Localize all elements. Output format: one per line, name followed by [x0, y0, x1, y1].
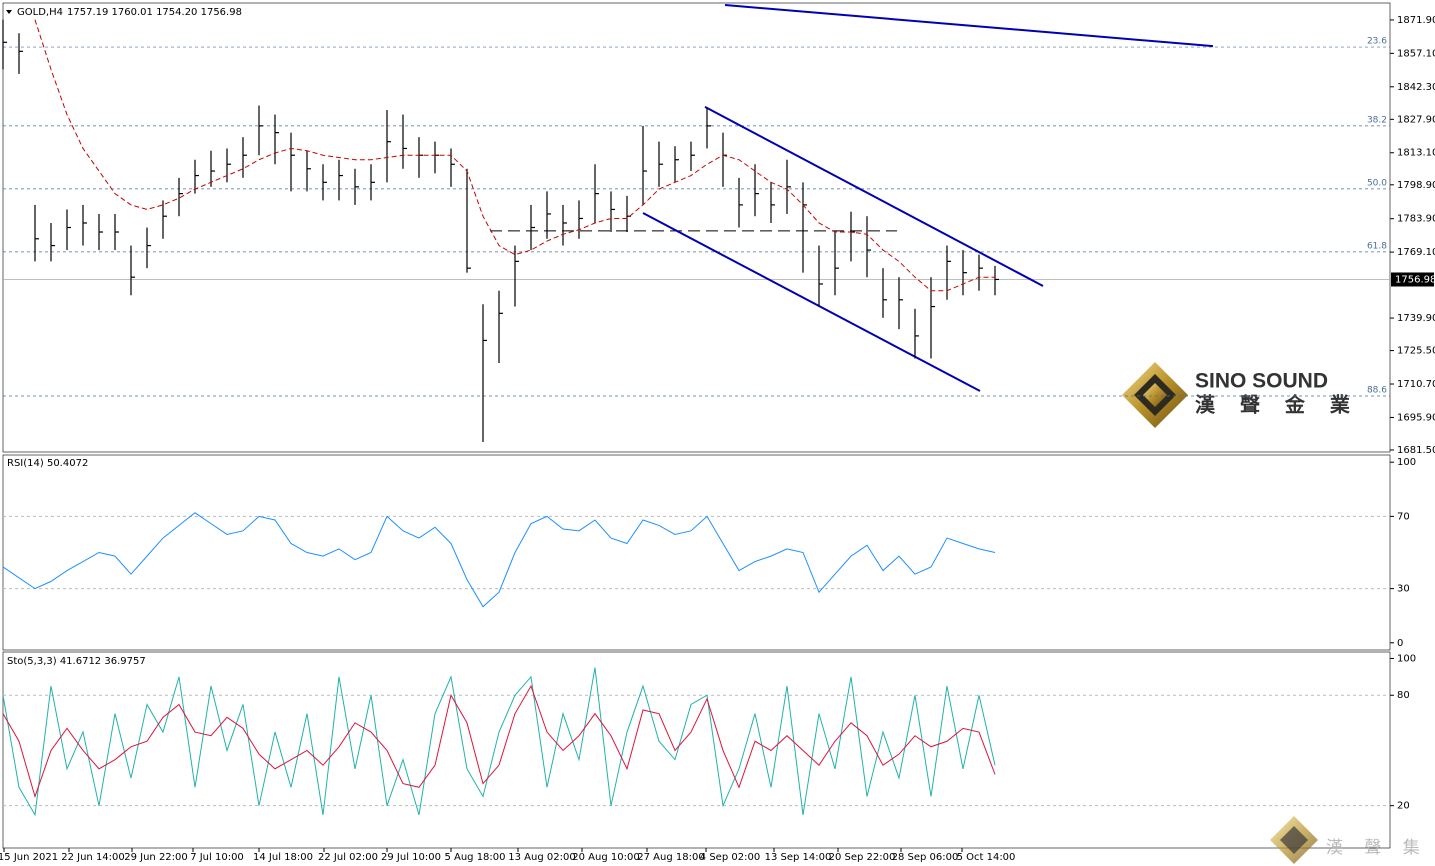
menu-arrow[interactable] — [6, 10, 12, 14]
trendline — [724, 4, 1214, 48]
fib-label: 88.6 — [1367, 385, 1387, 395]
x-tick-label: 28 Sep 06:00 — [892, 852, 959, 863]
x-tick-label: 13 Aug 02:00 — [508, 852, 575, 863]
y-tick-label: 1827.90 — [1397, 114, 1435, 125]
y-tick-label: 1769.10 — [1397, 247, 1435, 258]
logo-mark — [1280, 826, 1308, 854]
y-tick-label: 100 — [1397, 653, 1416, 664]
fib-label: 23.6 — [1367, 37, 1387, 47]
y-tick-label: 1739.90 — [1397, 313, 1435, 324]
x-tick-label: 7 Jul 10:00 — [190, 852, 244, 863]
x-tick-label: 20 Aug 10:00 — [572, 852, 639, 863]
price-panel — [2, 2, 1391, 453]
sto-k-line — [2, 667, 996, 817]
symbol: GOLD,H4 — [17, 7, 63, 18]
y-tick-label: 1783.90 — [1397, 214, 1435, 225]
current-price-box — [1391, 272, 1434, 287]
trendline — [642, 212, 981, 392]
footer-text: 漢 聲 集 團 — [1326, 838, 1435, 858]
x-tick-label: 22 Jun 14:00 — [61, 852, 125, 863]
x-tick-label: 15 Jun 2021 — [0, 852, 58, 863]
logo: SINO SOUND 漢 聲 金 業 — [1122, 362, 1359, 428]
x-tick-label: 29 Jul 10:00 — [381, 852, 441, 863]
y-tick-label: 1842.30 — [1397, 82, 1435, 93]
y-tick-label: 1857.10 — [1397, 48, 1435, 59]
y-tick-label: 1813.10 — [1397, 148, 1435, 159]
y-tick-label: 20 — [1397, 801, 1410, 812]
x-tick-label: 22 Jul 02:00 — [318, 852, 378, 863]
footer-logo: 漢 聲 集 團 — [1270, 816, 1435, 864]
x-tick-label: 20 Sep 22:00 — [829, 852, 896, 863]
x-tick-label: 5 Oct 14:00 — [957, 852, 1016, 863]
fib-label: 50.0 — [1367, 178, 1387, 188]
fib-label: 38.2 — [1367, 115, 1387, 125]
logo-chinese: 漢 聲 金 業 — [1195, 393, 1359, 417]
sto-label: Sto(5,3,3) 41.6712 36.9757 — [7, 656, 146, 667]
x-tick-label: 13 Sep 14:00 — [765, 852, 832, 863]
y-tick-label: 1798.90 — [1397, 180, 1435, 191]
rsi-label: RSI(14) 50.4072 — [7, 458, 88, 469]
trendline — [704, 106, 1044, 287]
x-tick-label: 4 Sep 02:00 — [700, 852, 760, 863]
y-tick-label: 1695.90 — [1397, 412, 1435, 423]
moving-average — [34, 19, 995, 292]
y-tick-label: 1681.50 — [1397, 445, 1435, 456]
ohlc: 1757.19 1760.01 1754.20 1756.98 — [67, 7, 242, 18]
rsi-line — [2, 512, 996, 608]
y-tick-label: 70 — [1397, 511, 1410, 522]
sto-panel — [2, 651, 1391, 849]
y-tick-label: 30 — [1397, 584, 1410, 595]
logo-name: SINO SOUND — [1195, 370, 1328, 393]
rsi-panel — [2, 454, 1391, 651]
y-tick-label: 80 — [1397, 690, 1410, 701]
logo-mark — [1143, 383, 1167, 407]
sto-d-line — [2, 684, 996, 799]
x-tick-label: 29 Jun 22:00 — [124, 852, 188, 863]
y-tick-label: 0 — [1397, 638, 1403, 649]
x-tick-label: 5 Aug 18:00 — [444, 852, 505, 863]
x-tick-label: 14 Jul 18:00 — [253, 852, 313, 863]
y-tick-label: 1725.50 — [1397, 346, 1435, 357]
y-tick-label: 100 — [1397, 457, 1416, 468]
current-price-label: 1756.98 — [1395, 274, 1435, 285]
fib-label: 61.8 — [1367, 241, 1387, 251]
y-tick-label: 1871.90 — [1397, 15, 1435, 26]
y-tick-label: 1710.70 — [1397, 379, 1435, 390]
x-tick-label: 27 Aug 18:00 — [637, 852, 704, 863]
